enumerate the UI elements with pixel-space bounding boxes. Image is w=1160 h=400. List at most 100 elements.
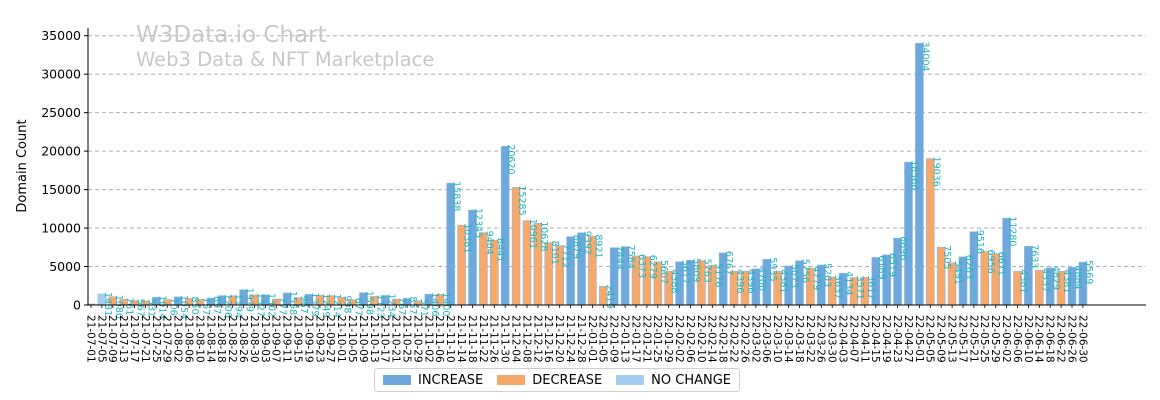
data-label-22-06-10: 7633 bbox=[1028, 244, 1039, 268]
x-tick-label-22-04-03: 22-04-03 bbox=[837, 315, 849, 363]
x-tick-label-21-07-09: 21-07-09 bbox=[106, 315, 118, 363]
x-tick-label-22-05-25: 22-05-25 bbox=[978, 315, 990, 363]
x-tick-label-22-01-25: 22-01-25 bbox=[651, 315, 663, 363]
data-label-22-01-21: 6279 bbox=[647, 255, 658, 279]
legend-item-decrease: DECREASE bbox=[497, 373, 602, 388]
data-label-21-07-05: 1431 bbox=[102, 292, 113, 316]
x-tick-label-22-02-02: 22-02-02 bbox=[673, 315, 685, 363]
data-label-21-12-24: 8879 bbox=[571, 235, 582, 259]
x-tick-label-21-08-30: 21-08-30 bbox=[248, 315, 260, 363]
x-tick-label-22-04-11: 22-04-11 bbox=[858, 315, 870, 363]
data-label-22-04-27: 18566 bbox=[909, 160, 920, 190]
x-tick-label-22-02-06: 22-02-06 bbox=[684, 315, 696, 363]
x-tick-label-22-01-05: 22-01-05 bbox=[597, 315, 609, 363]
x-tick-label-21-08-14: 21-08-14 bbox=[204, 315, 216, 363]
data-label-21-12-20: 7712 bbox=[560, 244, 571, 268]
x-tick-label-21-10-09: 21-10-09 bbox=[357, 315, 369, 363]
x-tick-label-21-09-19: 21-09-19 bbox=[302, 315, 314, 363]
data-label-21-11-10: 15838 bbox=[451, 181, 462, 211]
x-tick-label-22-02-26: 22-02-26 bbox=[738, 315, 750, 363]
y-axis-label: Domain Count bbox=[15, 119, 30, 212]
watermark-subtitle: Web3 Data & NFT Marketplace bbox=[136, 48, 434, 71]
data-label-21-11-06: 1400 bbox=[440, 292, 451, 316]
data-label-22-02-14: 5176 bbox=[712, 263, 723, 287]
data-label-22-02-26: 4396 bbox=[745, 269, 756, 293]
legend-label: NO CHANGE bbox=[651, 372, 732, 388]
grid-lines bbox=[88, 35, 1146, 268]
data-label-22-06-06: 4381 bbox=[1018, 269, 1029, 293]
x-tick-label-22-01-17: 22-01-17 bbox=[629, 315, 641, 363]
x-tick-label-22-06-18: 22-06-18 bbox=[1044, 315, 1056, 363]
data-label-22-01-01: 8921 bbox=[592, 234, 603, 258]
y-tick-label: 25000 bbox=[41, 105, 81, 120]
data-label-21-10-05: 677 bbox=[353, 298, 364, 316]
y-tick-label: 5000 bbox=[49, 259, 81, 274]
x-tick-label-22-02-10: 22-02-10 bbox=[695, 315, 707, 363]
x-tick-label-21-11-14: 21-11-14 bbox=[455, 315, 467, 363]
data-label-22-01-17: 6373 bbox=[636, 254, 647, 278]
x-tick-label-22-06-30: 22-06-30 bbox=[1076, 315, 1088, 363]
data-label-21-09-19: 1379 bbox=[309, 292, 320, 316]
x-tick-label-22-04-07: 22-04-07 bbox=[847, 315, 859, 363]
data-label-21-10-17: 1234 bbox=[385, 294, 396, 318]
data-label-22-02-18: 6767 bbox=[723, 251, 734, 275]
data-label-22-02-02: 5617 bbox=[680, 260, 691, 284]
x-tick-label-21-07-25: 21-07-25 bbox=[150, 315, 162, 363]
y-tick-label: 10000 bbox=[41, 221, 81, 236]
x-tick-label-21-07-05: 21-07-05 bbox=[95, 315, 107, 363]
data-label-22-05-29: 6671 bbox=[996, 252, 1007, 276]
x-tick-label-21-12-24: 21-12-24 bbox=[564, 315, 576, 363]
data-label-21-10-29: 571 bbox=[418, 299, 429, 317]
x-tick-label-21-11-22: 21-11-22 bbox=[477, 315, 489, 363]
data-label-22-05-17: 6263 bbox=[963, 255, 974, 279]
watermark: W3Data.io Chart Web3 Data & NFT Marketpl… bbox=[136, 22, 434, 71]
x-tick-label-22-06-14: 22-06-14 bbox=[1033, 315, 1045, 363]
x-tick-label-21-07-29: 21-07-29 bbox=[161, 315, 173, 363]
data-label-21-10-13: 1123 bbox=[374, 294, 385, 318]
x-tick-label-22-06-02: 22-06-02 bbox=[1000, 315, 1012, 363]
x-tick-label-21-08-02: 21-08-02 bbox=[172, 315, 184, 363]
data-label-21-08-02: 1054 bbox=[178, 295, 189, 319]
x-tick-label-21-11-26: 21-11-26 bbox=[488, 315, 500, 363]
x-tick-label-22-04-15: 22-04-15 bbox=[869, 315, 881, 363]
data-label-22-02-10: 5763 bbox=[701, 259, 712, 283]
data-label-22-03-10: 4381 bbox=[778, 269, 789, 293]
x-tick-label-21-11-10: 21-11-10 bbox=[444, 315, 456, 363]
data-label-22-03-06: 5935 bbox=[767, 257, 778, 281]
x-tick-label-21-11-02: 21-11-02 bbox=[422, 315, 434, 363]
y-tick-label: 15000 bbox=[41, 182, 81, 197]
x-tick-labels: 21-07-0121-07-0521-07-0921-07-1321-07-17… bbox=[84, 305, 1088, 363]
x-tick-label-22-04-19: 22-04-19 bbox=[880, 315, 892, 363]
data-label-22-03-30: 3637 bbox=[832, 275, 843, 299]
data-label-21-09-07: 777 bbox=[276, 297, 287, 315]
data-label-21-07-29: 706 bbox=[167, 298, 178, 316]
x-tick-label-22-06-10: 22-06-10 bbox=[1022, 315, 1034, 363]
data-label-22-05-09: 7505 bbox=[941, 245, 952, 269]
data-label-22-01-13: 7584 bbox=[625, 245, 636, 269]
data-label-21-08-26: 1979 bbox=[244, 288, 255, 312]
x-tick-label-22-03-14: 22-03-14 bbox=[782, 315, 794, 363]
x-tick-label-22-05-21: 22-05-21 bbox=[967, 315, 979, 363]
data-label-22-06-26: 4884 bbox=[1072, 265, 1083, 289]
x-tick-label-21-12-04: 21-12-04 bbox=[510, 315, 522, 363]
x-tick-label-21-12-28: 21-12-28 bbox=[575, 315, 587, 363]
legend-item-increase: INCREASE bbox=[383, 373, 483, 388]
x-tick-label-21-08-26: 21-08-26 bbox=[237, 315, 249, 363]
data-label-21-07-13: 761 bbox=[124, 297, 135, 315]
x-tick-label-21-09-03: 21-09-03 bbox=[259, 315, 271, 363]
y-tick-label: 35000 bbox=[41, 28, 81, 43]
x-tick-label-21-10-25: 21-10-25 bbox=[401, 315, 413, 363]
y-tick-label: 0 bbox=[73, 298, 81, 313]
data-label-21-07-17: 567 bbox=[135, 299, 146, 317]
x-tick-label-21-11-18: 21-11-18 bbox=[466, 315, 478, 363]
data-label-21-10-01: 998 bbox=[342, 295, 353, 313]
data-label-21-07-21: 531 bbox=[146, 299, 157, 317]
x-tick-label-22-06-06: 22-06-06 bbox=[1011, 315, 1023, 363]
data-label-22-01-25: 5607 bbox=[658, 260, 669, 284]
x-tick-label-22-06-22: 22-06-22 bbox=[1055, 315, 1067, 363]
legend: INCREASE DECREASE NO CHANGE bbox=[374, 368, 741, 392]
data-label-22-05-05: 19036 bbox=[930, 157, 941, 187]
x-tick-label-21-07-13: 21-07-13 bbox=[117, 315, 129, 363]
x-tick-label-22-03-10: 22-03-10 bbox=[771, 315, 783, 363]
x-tick-label-21-07-21: 21-07-21 bbox=[139, 315, 151, 363]
